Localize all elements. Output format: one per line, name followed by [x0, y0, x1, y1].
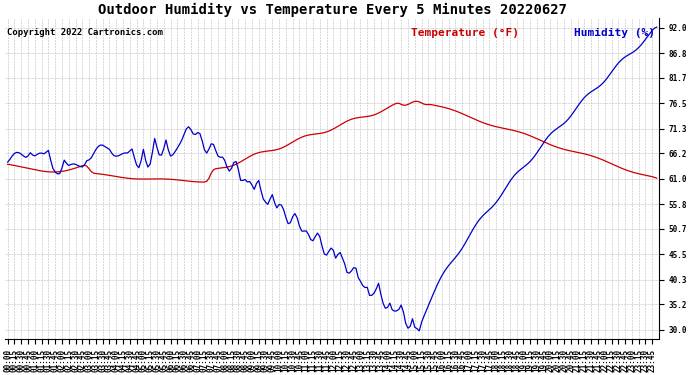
Text: Humidity (%): Humidity (%): [574, 28, 655, 38]
Text: Temperature (°F): Temperature (°F): [411, 28, 519, 38]
Title: Outdoor Humidity vs Temperature Every 5 Minutes 20220627: Outdoor Humidity vs Temperature Every 5 …: [98, 3, 566, 17]
Text: Copyright 2022 Cartronics.com: Copyright 2022 Cartronics.com: [7, 28, 163, 37]
